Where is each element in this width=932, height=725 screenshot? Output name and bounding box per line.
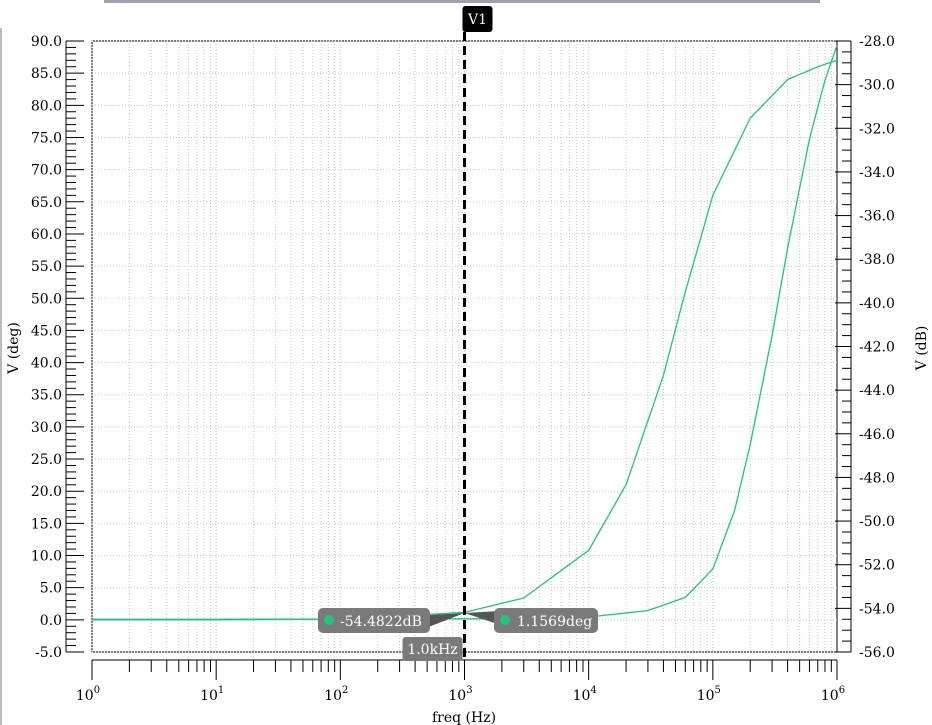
y-left-tick-label: 35.0	[31, 388, 62, 404]
x-tick-label: 102	[324, 685, 348, 704]
y-axis-left-title: V (deg)	[6, 322, 22, 375]
y-left-tick-label: 75.0	[31, 130, 62, 146]
y-right-tick-label: -28.0	[859, 34, 895, 50]
marker-connector-left	[428, 613, 465, 627]
y-left-tick-label: 90.0	[31, 34, 62, 50]
y-left-tick-label: 0.0	[40, 613, 62, 629]
y-left-tick-label: 80.0	[31, 98, 62, 114]
cursor-name-box[interactable]	[462, 6, 493, 32]
y-right-tick-label: -34.0	[859, 165, 895, 181]
y-right-tick-label: -32.0	[859, 121, 895, 137]
y-left-tick-label: 30.0	[31, 420, 62, 436]
y-left-tick-label: 45.0	[31, 323, 62, 339]
cursor-name-label: V1	[467, 12, 487, 28]
y-left-tick-label: 10.0	[31, 549, 62, 565]
marker-connector-right	[464, 611, 501, 625]
axes: 100 101 102 103 104 105 106 90.0 85.0 80.0 75.0 70.…	[31, 34, 895, 704]
x-tick-label: 104	[573, 685, 597, 704]
y-right-tick-label: -40.0	[859, 296, 895, 312]
y-left-tick-label: 65.0	[31, 195, 62, 211]
toolbar-strip	[104, 0, 820, 3]
x-axis-title: freq (Hz)	[432, 710, 496, 725]
y-left-tick-label: 55.0	[31, 259, 62, 275]
x-tick-label: 100	[76, 685, 100, 704]
y-right-tick-label: -38.0	[859, 252, 895, 268]
y-right-tick-label: -46.0	[859, 427, 895, 443]
y-left-tick-label: 50.0	[31, 291, 62, 307]
marker-label-left: -54.4822dB	[340, 614, 422, 630]
y-right-tick-label: -30.0	[859, 78, 895, 94]
y-left-tick-label: 5.0	[40, 581, 62, 597]
marker-dot-left	[324, 615, 334, 625]
x-tick-label: 105	[697, 685, 721, 704]
y-left-tick-label: -5.0	[35, 645, 62, 661]
x-tick-label: 101	[200, 685, 224, 704]
y-left-tick-label: 15.0	[31, 516, 62, 532]
cursor-x-label: 1.0kHz	[407, 642, 457, 658]
y-left-tick-label: 70.0	[31, 163, 62, 179]
y-right-tick-label: -52.0	[859, 558, 895, 574]
y-right-tick-label: -42.0	[859, 340, 895, 356]
y-left-tick-label: 20.0	[31, 484, 62, 500]
y-axis-right-title: V (dB)	[914, 326, 930, 372]
y-right-tick-label: -50.0	[859, 514, 895, 530]
y-left-tick-label: 25.0	[31, 452, 62, 468]
cursor-x-box	[402, 637, 463, 661]
marker-label-right: 1.1569deg	[517, 614, 592, 630]
y-right-tick-label: -36.0	[859, 209, 895, 225]
cursor-layer[interactable]: V1 1.0kHz -54.4822dB 1.1569deg	[318, 6, 598, 661]
y-right-tick-label: -44.0	[859, 383, 895, 399]
marker-dot-right	[500, 615, 510, 625]
y-left-tick-label: 40.0	[31, 356, 62, 372]
window-edge	[0, 28, 2, 725]
x-tick-label: 106	[821, 685, 845, 704]
y-right-tick-label: -48.0	[859, 470, 895, 486]
y-right-tick-label: -54.0	[859, 601, 895, 617]
y-left-tick-label: 60.0	[31, 227, 62, 243]
y-left-tick-label: 85.0	[31, 66, 62, 82]
marker-box-right[interactable]	[494, 608, 598, 633]
x-tick-label: 103	[448, 685, 472, 704]
marker-box-left[interactable]	[318, 608, 430, 633]
y-right-tick-label: -56.0	[859, 645, 895, 661]
